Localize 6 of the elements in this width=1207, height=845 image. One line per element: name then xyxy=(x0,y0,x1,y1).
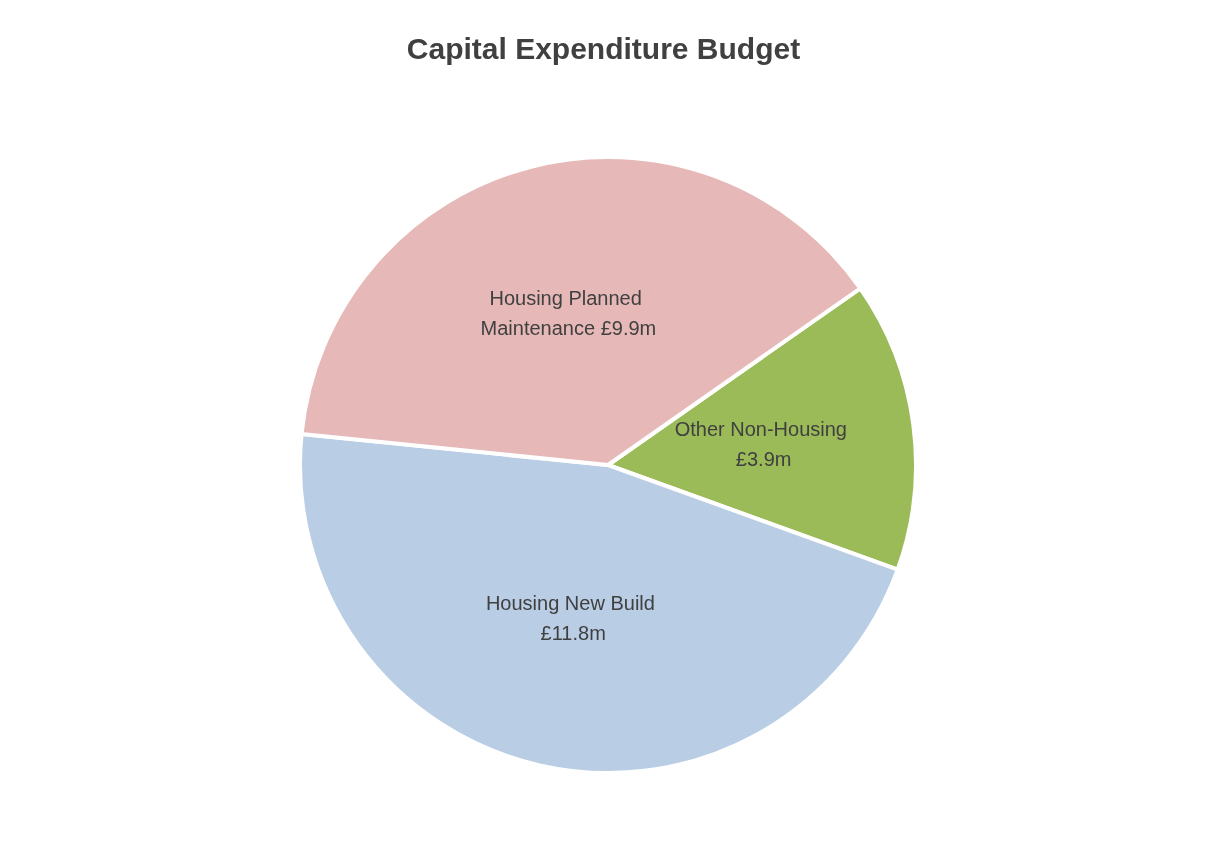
data-label: £3.9m xyxy=(735,448,792,471)
chart-title: Capital Expenditure Budget xyxy=(406,31,801,65)
data-label: £11.8m xyxy=(540,622,606,645)
slice-label: Housing New Build xyxy=(485,592,661,615)
slice-label: Housing Planned Maintenance £9.9m xyxy=(480,287,657,340)
slice-label: Other Non-Housing xyxy=(674,418,853,441)
